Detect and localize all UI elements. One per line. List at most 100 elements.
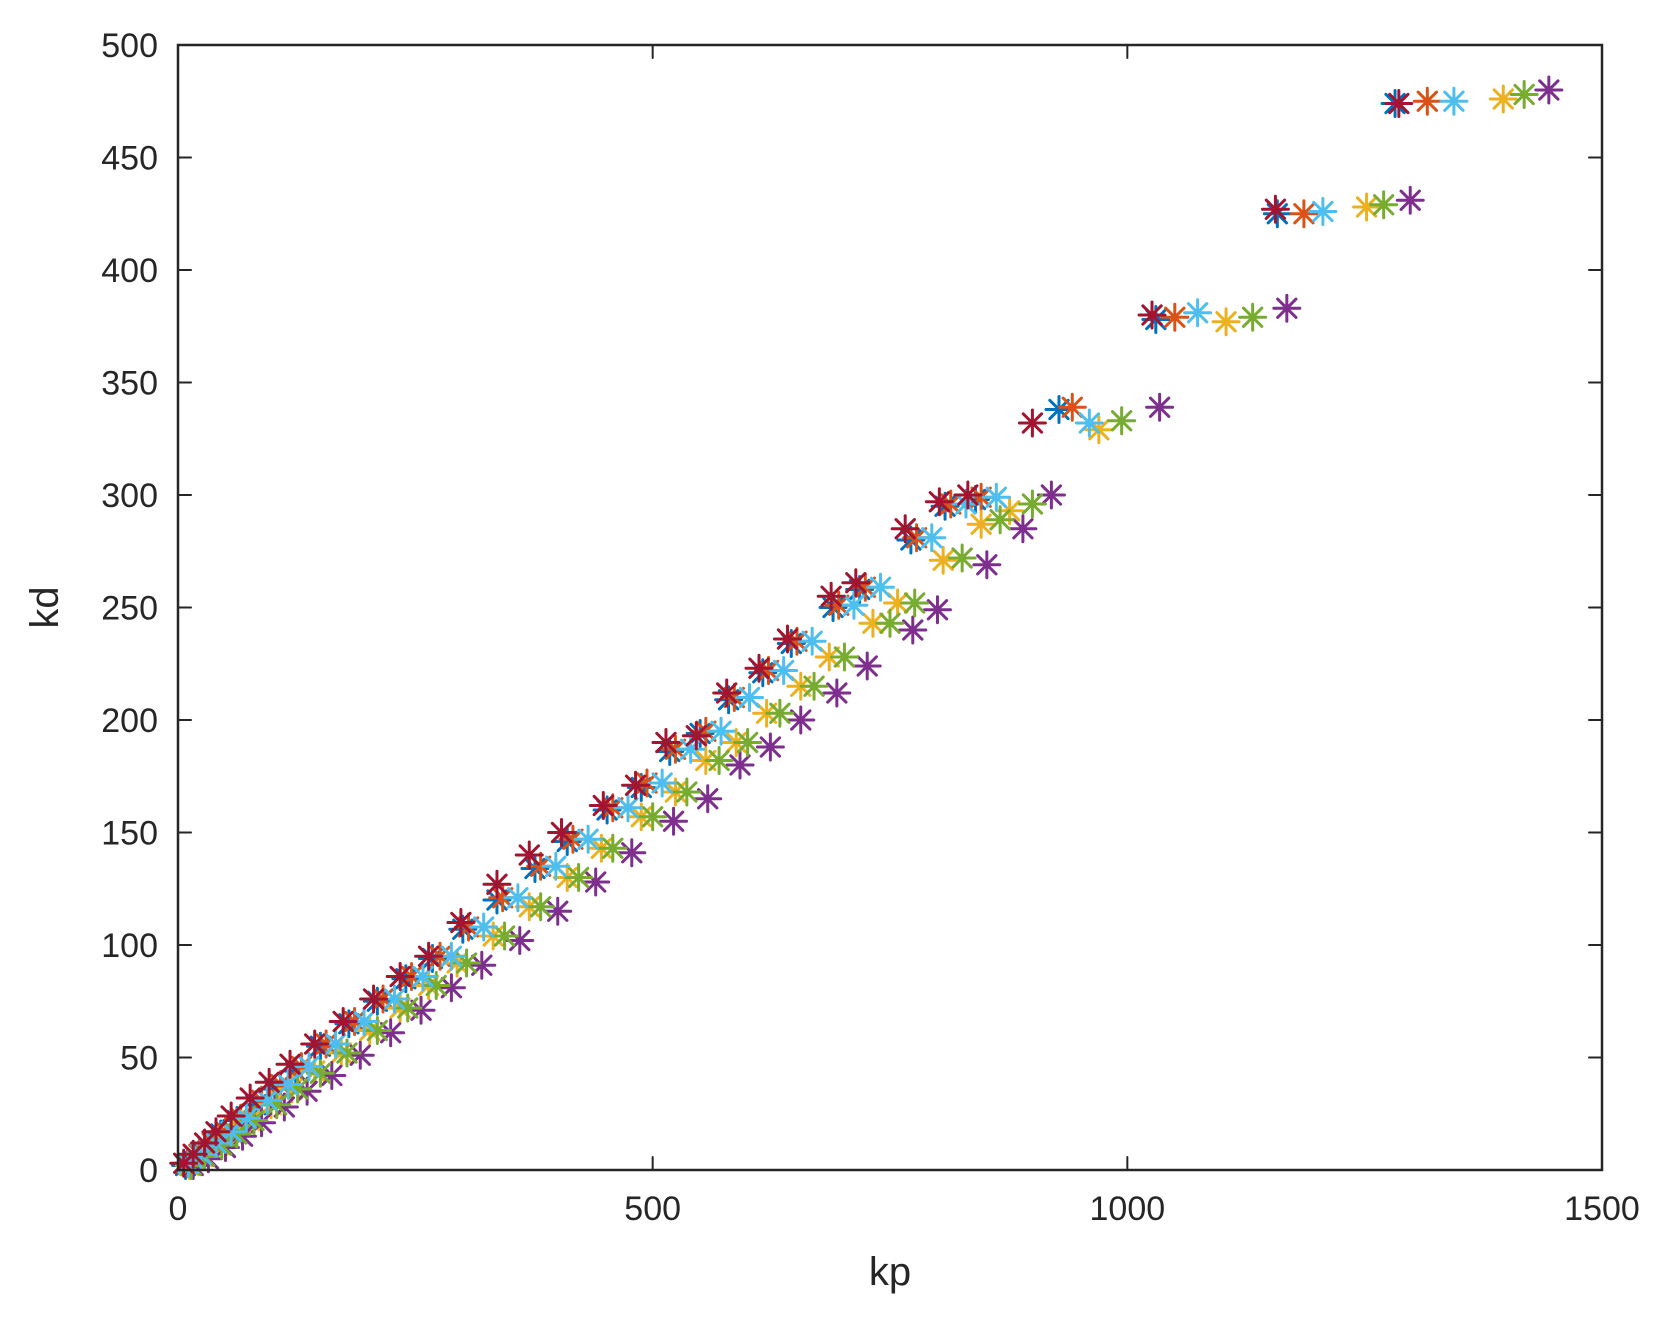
scatter-point — [839, 590, 869, 620]
x-tick-label: 0 — [169, 1190, 188, 1228]
scatter-point — [818, 593, 848, 622]
scatter-point — [414, 941, 444, 971]
scatter-point — [1036, 480, 1066, 510]
scatter-point — [588, 791, 618, 820]
scatter-point — [1057, 392, 1087, 422]
scatter-point — [482, 885, 512, 915]
scatter-point — [305, 1031, 335, 1061]
x-axis-label: kp — [869, 1250, 911, 1294]
scatter-point — [981, 482, 1011, 512]
scatter-point — [222, 1119, 252, 1149]
y-tick-label: 0 — [139, 1152, 158, 1190]
scatter-point — [448, 914, 478, 944]
scatter-point — [543, 896, 573, 926]
scatter-point — [693, 784, 723, 814]
scatter-point — [712, 678, 742, 708]
scatter-point — [1107, 406, 1137, 436]
scatter-point — [1384, 89, 1414, 118]
scatter-point — [1289, 199, 1319, 229]
scatter-point — [446, 908, 476, 937]
y-tick-label: 100 — [101, 927, 158, 965]
scatter-point — [254, 1067, 284, 1097]
scatter-point — [1084, 415, 1114, 445]
scatter-point — [852, 651, 882, 681]
series-4 — [178, 75, 1564, 1180]
scatter-point — [734, 683, 764, 712]
scatter-point — [526, 851, 556, 881]
scatter-point — [1488, 84, 1518, 114]
scatter-point — [883, 588, 913, 618]
x-tick-label: 500 — [624, 1190, 681, 1228]
scatter-point — [672, 777, 702, 807]
scatter-point — [283, 1074, 313, 1104]
scatter-point — [328, 1007, 358, 1036]
y-axis-label: kd — [23, 586, 67, 628]
scatter-point — [900, 588, 930, 618]
x-tick-label: 1000 — [1090, 1190, 1166, 1228]
scatter-point — [558, 824, 588, 854]
scatter-point — [947, 543, 977, 573]
scatter-point — [1008, 514, 1038, 544]
scatter-point — [526, 892, 556, 922]
scatter-point — [1183, 298, 1213, 328]
scatter-point — [520, 854, 550, 883]
scatter-point — [858, 608, 888, 638]
x-tick-label: 1500 — [1564, 1190, 1640, 1228]
scatter-point — [1352, 192, 1382, 222]
scatter-point — [573, 824, 603, 854]
scatter-point — [613, 793, 643, 823]
scatter-point — [385, 962, 415, 991]
scatter-point — [207, 1130, 237, 1160]
scatter-point — [632, 768, 662, 798]
scatter-point — [379, 984, 409, 1014]
scatter-point — [1017, 489, 1047, 519]
scatter-point — [178, 1139, 208, 1169]
series-6 — [173, 86, 1469, 1178]
scatter-point — [262, 1090, 292, 1120]
scatter-point — [235, 1083, 265, 1113]
y-tick-label: 500 — [101, 27, 158, 65]
scatter-point — [391, 964, 421, 994]
scatter-point — [201, 1117, 231, 1147]
scatter-point — [275, 1049, 305, 1079]
y-tick-label: 400 — [101, 252, 158, 290]
scatter-point — [829, 642, 859, 672]
scatter-point — [691, 716, 721, 746]
y-tick-label: 150 — [101, 815, 158, 853]
scatter-point — [960, 485, 990, 514]
scatter-point — [924, 487, 954, 517]
scatter-point — [598, 793, 628, 823]
points-layer — [169, 75, 1564, 1180]
y-tick-label: 300 — [101, 477, 158, 515]
scatter-point — [1017, 408, 1047, 438]
scatter-point — [231, 1103, 261, 1133]
series-7 — [169, 89, 1414, 1178]
scatter-point — [896, 525, 926, 555]
y-tick-label: 200 — [101, 702, 158, 740]
scatter-point — [436, 973, 466, 1003]
scatter-point — [681, 721, 711, 751]
scatter-point — [725, 750, 755, 780]
scatter-point — [436, 941, 466, 971]
y-tick-label: 450 — [101, 140, 158, 178]
scatter-point — [866, 572, 896, 602]
scatter-point — [659, 806, 689, 836]
scatter-point — [349, 1007, 379, 1036]
scatter-point — [953, 480, 983, 510]
scatter-point — [647, 768, 677, 798]
scatter-point — [300, 1029, 330, 1059]
scatter-point — [345, 1040, 375, 1070]
scatter-point — [453, 912, 483, 942]
scatter-point — [216, 1101, 246, 1131]
axis-tick-labels: 0 500 1000 1500 0 50 100 150 200 250 300 350 400 450 5… — [101, 27, 1640, 1228]
scatter-point — [321, 1029, 351, 1059]
scatter-point — [841, 568, 871, 598]
scatter-point — [922, 595, 952, 625]
scatter-point — [890, 514, 920, 544]
scatter-point — [490, 921, 520, 951]
scatter-point — [966, 509, 996, 539]
scatter-point — [452, 948, 482, 978]
scatter-point — [547, 818, 577, 847]
scatter-point — [362, 1016, 392, 1045]
scatter-point — [799, 671, 829, 701]
